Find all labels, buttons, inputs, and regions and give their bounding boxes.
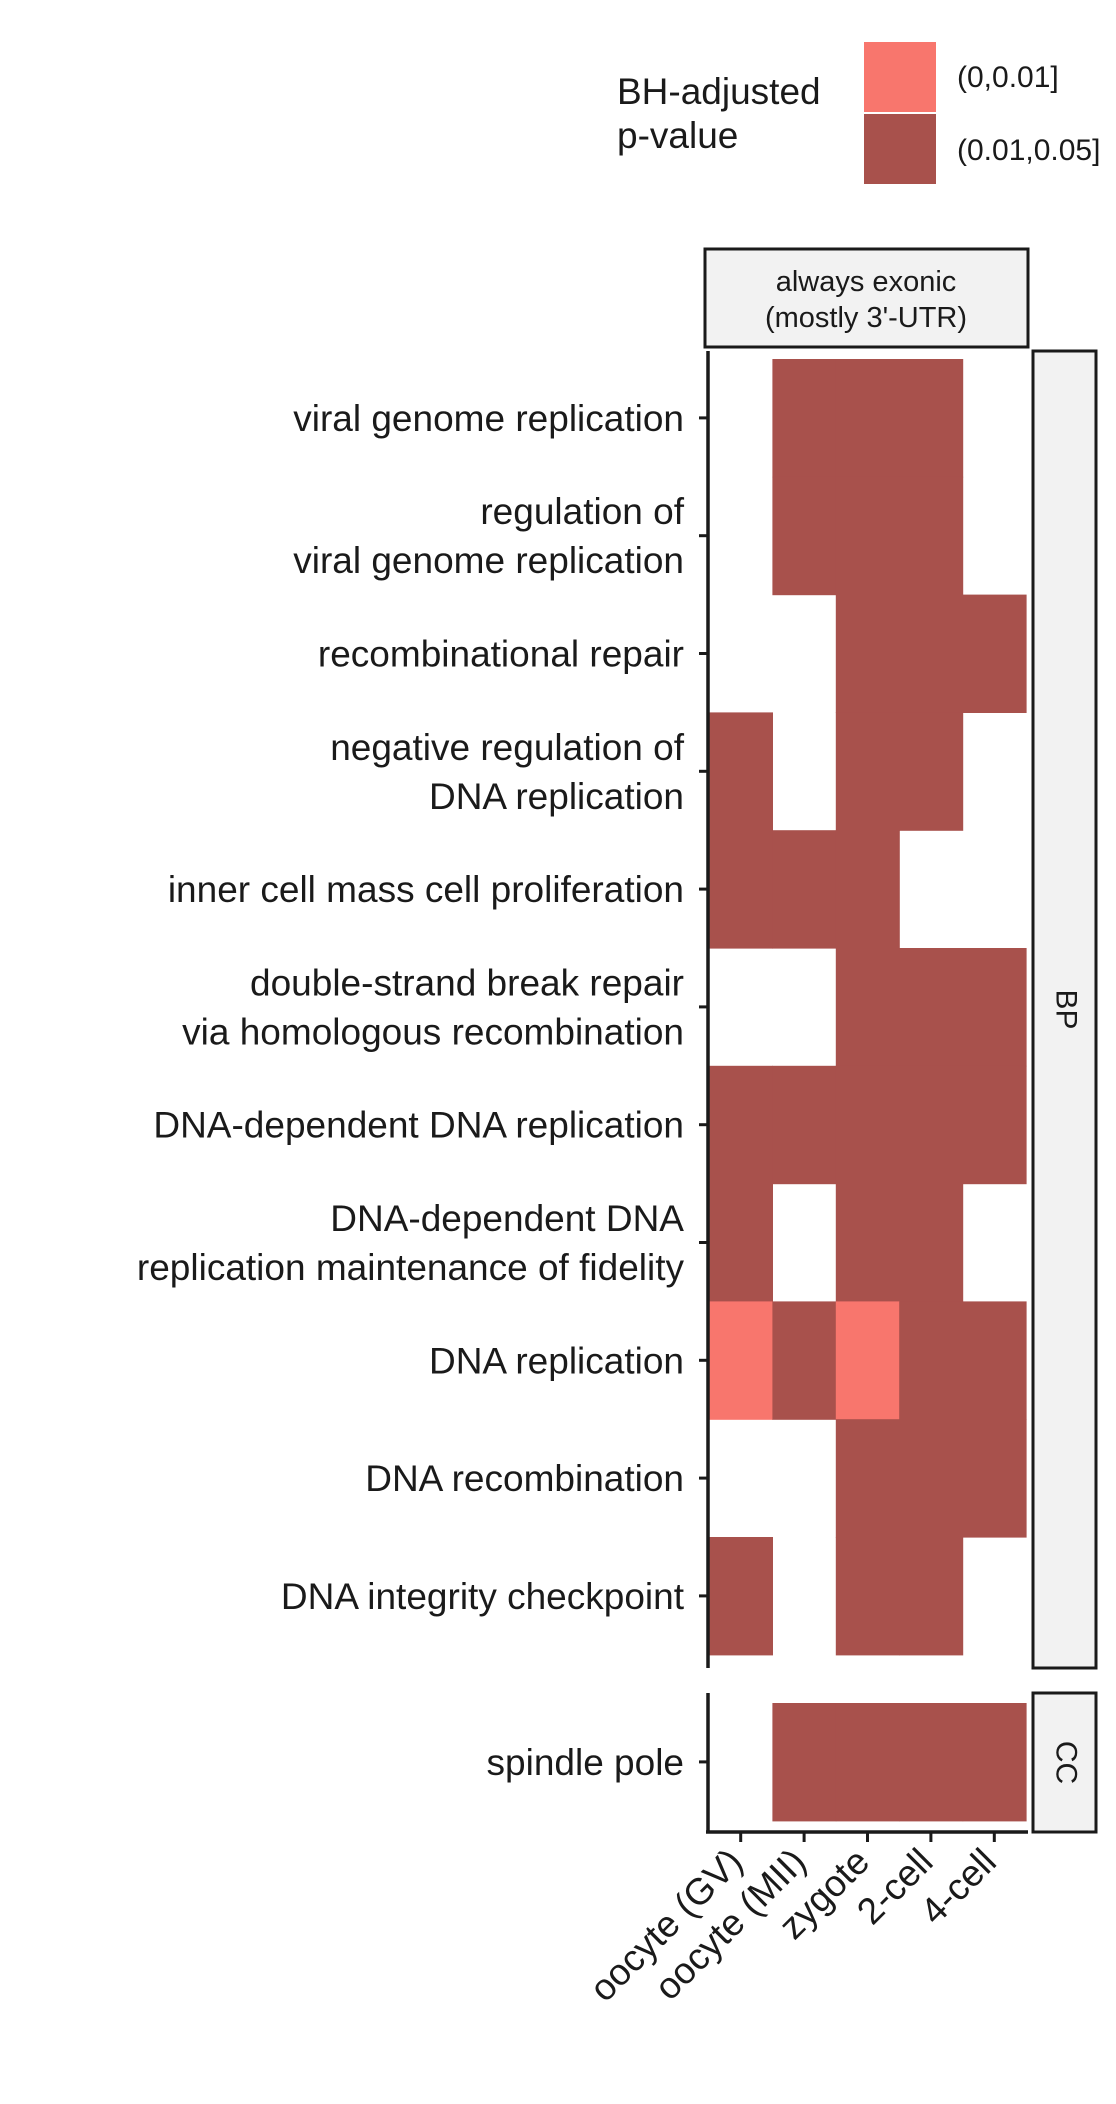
heatmap-cell — [962, 1065, 1027, 1185]
heatmap-cell — [899, 712, 964, 831]
y-tick-label: DNA integrity checkpoint — [281, 1576, 685, 1617]
heatmap-cell — [835, 830, 900, 949]
heatmap-cell — [772, 476, 837, 596]
heatmap-cell — [835, 1065, 900, 1185]
y-tick-label: DNA-dependent DNA replication — [153, 1105, 684, 1146]
y-tick-label: viral genome replication — [293, 398, 684, 439]
heatmap-cell — [899, 1419, 964, 1538]
heatmap-cell — [962, 1301, 1027, 1420]
heatmap-cell — [835, 1703, 900, 1822]
heatmap-cell — [899, 1703, 964, 1822]
heatmap-cell — [835, 359, 900, 478]
facet-strip-right — [1031, 349, 1098, 1670]
heatmap-cell — [835, 476, 900, 596]
heatmap-cell — [709, 712, 773, 831]
heatmap-cell — [835, 1301, 900, 1420]
heatmap-cell — [709, 1537, 773, 1656]
y-tick-label: viral genome replication — [293, 540, 684, 581]
legend-swatch-low — [864, 42, 936, 112]
legend: BH-adjusted p-value (0,0.01] (0.01,0.05] — [617, 42, 1100, 184]
y-tick-label: inner cell mass cell proliferation — [168, 869, 684, 910]
heatmap-cell — [835, 712, 900, 831]
heatmap-cell — [709, 1065, 773, 1185]
x-axis: oocyte (GV)oocyte (MII)zygote2-cell4-cel… — [582, 1830, 1028, 2009]
facet-label-line-2: (mostly 3'-UTR) — [765, 302, 967, 334]
heatmap-cell — [772, 359, 837, 478]
legend-label-low: (0,0.01] — [957, 61, 1059, 94]
y-tick-label: replication maintenance of fidelity — [137, 1247, 685, 1288]
legend-swatch-high — [864, 114, 936, 184]
y-tick-label: spindle pole — [487, 1742, 684, 1783]
heatmap-cell — [899, 476, 964, 596]
heatmap-cell — [962, 1703, 1027, 1822]
heatmap-cell — [709, 1183, 773, 1302]
heatmap-cell — [899, 359, 964, 478]
heatmap-cell — [772, 1703, 837, 1822]
y-tick-label: negative regulation of — [330, 727, 685, 768]
facet-label-line-1: always exonic — [776, 266, 957, 298]
y-tick-label: DNA replication — [429, 776, 684, 817]
heatmap-cell — [899, 948, 964, 1067]
heatmap-cell — [899, 1065, 964, 1185]
facet-strip-box — [703, 247, 1030, 349]
y-tick-label: via homologous recombination — [182, 1011, 684, 1052]
heatmap-cell — [899, 1537, 964, 1656]
heatmap-cell — [709, 830, 773, 949]
legend-title-line-1: BH-adjusted — [617, 71, 821, 112]
facet-strip-label: CC — [1050, 1741, 1083, 1784]
heatmap-cell — [899, 1183, 964, 1302]
heatmap-cell — [709, 1301, 773, 1420]
heatmap-cell — [835, 948, 900, 1067]
heatmap-cell — [835, 1537, 900, 1656]
legend-title-line-2: p-value — [617, 115, 738, 156]
y-tick-label: double-strand break repair — [250, 962, 684, 1003]
facet-strip-right — [1031, 1691, 1098, 1834]
y-tick-label: regulation of — [480, 491, 684, 532]
heatmap-cell — [962, 1419, 1027, 1538]
y-tick-label: recombinational repair — [318, 634, 684, 675]
x-tick-label: 4-cell — [912, 1841, 1004, 1933]
facet-strip-label: BP — [1050, 989, 1083, 1029]
facet-strip-top: always exonic (mostly 3'-UTR) — [703, 247, 1030, 349]
heatmap-cell — [835, 594, 900, 713]
panel-bp: viral genome replication regulation of vir… — [137, 349, 1098, 1670]
y-tick-label: DNA-dependent DNA — [330, 1198, 684, 1239]
heatmap-cell — [899, 594, 964, 713]
y-tick-label: DNA recombination — [365, 1458, 684, 1499]
y-tick-label: DNA replication — [429, 1340, 684, 1381]
panel-cc: spindle pole CC — [487, 1691, 1098, 1834]
heatmap-cell — [962, 948, 1027, 1067]
heatmap-cell — [962, 594, 1027, 713]
heatmap-cell — [835, 1419, 900, 1538]
heatmap-cell — [772, 1065, 837, 1185]
heatmap-cell — [835, 1183, 900, 1302]
heatmap-cell — [772, 830, 837, 949]
legend-label-high: (0.01,0.05] — [957, 134, 1100, 167]
heatmap-cell — [899, 1301, 964, 1420]
heatmap-cell — [772, 1301, 837, 1420]
